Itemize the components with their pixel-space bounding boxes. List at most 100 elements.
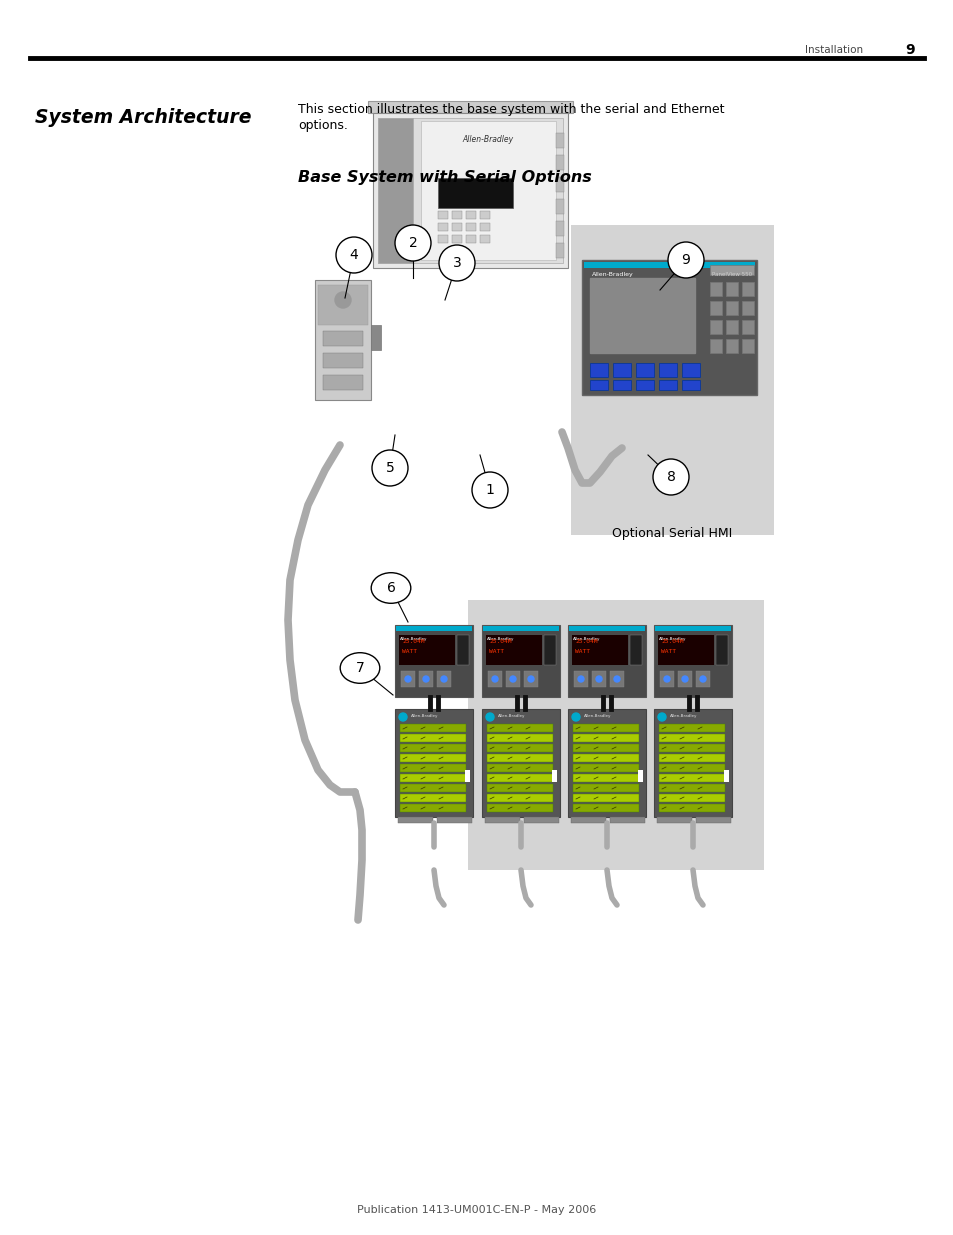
Text: 7: 7 [355, 661, 364, 676]
Text: WATT: WATT [660, 650, 676, 655]
Bar [659, 363, 677, 377]
Bar [659, 784, 724, 792]
Circle shape [372, 450, 408, 487]
Circle shape [335, 237, 372, 273]
Bar [573, 794, 639, 802]
Circle shape [572, 713, 579, 721]
Bar [709, 282, 721, 296]
Bar [323, 353, 363, 368]
Bar [573, 734, 639, 742]
Text: WATT: WATT [575, 650, 589, 655]
Bar [399, 784, 465, 792]
Bar [437, 211, 448, 219]
Bar [636, 363, 654, 377]
Bar [486, 804, 553, 811]
Bar [523, 818, 558, 823]
Bar [437, 224, 448, 231]
Text: 1: 1 [485, 483, 494, 496]
Circle shape [700, 676, 705, 682]
Circle shape [485, 713, 494, 721]
Text: 25.04M: 25.04M [489, 638, 511, 643]
Bar [486, 784, 553, 792]
Bar [456, 635, 469, 664]
Text: This section illustrates the base system with the serial and Ethernet: This section illustrates the base system… [297, 103, 723, 116]
Bar [482, 626, 558, 631]
Bar [659, 380, 677, 390]
Bar [400, 671, 415, 687]
Bar [399, 734, 465, 742]
Bar [571, 225, 773, 535]
Text: Allen-Bradley: Allen-Bradley [399, 637, 427, 641]
Bar [573, 724, 639, 732]
Bar [613, 363, 630, 377]
Bar [741, 301, 753, 315]
Bar [581, 261, 757, 395]
Text: 9: 9 [680, 253, 690, 267]
Text: WATT: WATT [401, 650, 416, 655]
Bar [709, 301, 721, 315]
Bar [371, 325, 380, 350]
Bar [654, 625, 731, 697]
Bar [573, 804, 639, 811]
Text: Allen-Bradley: Allen-Bradley [486, 637, 514, 641]
Bar [368, 101, 573, 112]
Bar [609, 671, 623, 687]
Bar [486, 764, 553, 772]
Bar [583, 262, 754, 268]
Text: options.: options. [297, 119, 348, 132]
Bar [716, 635, 727, 664]
Bar [655, 626, 730, 631]
Bar [709, 338, 721, 353]
Bar [377, 119, 562, 263]
Bar [556, 156, 563, 170]
Bar [659, 764, 724, 772]
Bar [399, 724, 465, 732]
Circle shape [663, 676, 669, 682]
Text: Allen-Bradley: Allen-Bradley [659, 637, 686, 641]
Bar [573, 755, 639, 762]
Circle shape [614, 676, 619, 682]
Bar [589, 380, 607, 390]
Circle shape [596, 676, 601, 682]
Bar [486, 724, 553, 732]
Text: PanelView 550: PanelView 550 [711, 272, 751, 277]
Circle shape [422, 676, 429, 682]
Circle shape [472, 472, 507, 508]
Bar [567, 709, 645, 818]
Bar [709, 266, 753, 275]
Circle shape [578, 676, 583, 682]
Bar [552, 769, 557, 782]
Bar [654, 709, 731, 818]
Circle shape [527, 676, 534, 682]
Bar [657, 818, 691, 823]
Bar [571, 818, 605, 823]
Bar [486, 734, 553, 742]
Bar [399, 743, 465, 752]
Text: Allen-Bradley: Allen-Bradley [573, 637, 599, 641]
Bar [399, 774, 465, 782]
Bar [437, 178, 513, 207]
Bar [678, 671, 691, 687]
Circle shape [440, 676, 447, 682]
Bar [395, 709, 473, 818]
Text: 2: 2 [408, 236, 416, 249]
Bar [681, 363, 700, 377]
Circle shape [667, 242, 703, 278]
Text: Base System with Serial Options: Base System with Serial Options [297, 170, 591, 185]
Bar [397, 818, 433, 823]
Bar [505, 671, 519, 687]
Bar [399, 755, 465, 762]
Bar [658, 635, 713, 664]
Bar [486, 743, 553, 752]
Text: 25.04M: 25.04M [575, 638, 597, 643]
Bar [479, 211, 490, 219]
Bar [436, 818, 472, 823]
Circle shape [681, 676, 687, 682]
Bar [395, 626, 472, 631]
Text: Allen-Bradley: Allen-Bradley [411, 714, 438, 718]
Bar [659, 671, 673, 687]
Bar [659, 774, 724, 782]
Bar [556, 243, 563, 258]
Bar [488, 671, 501, 687]
Bar [573, 743, 639, 752]
